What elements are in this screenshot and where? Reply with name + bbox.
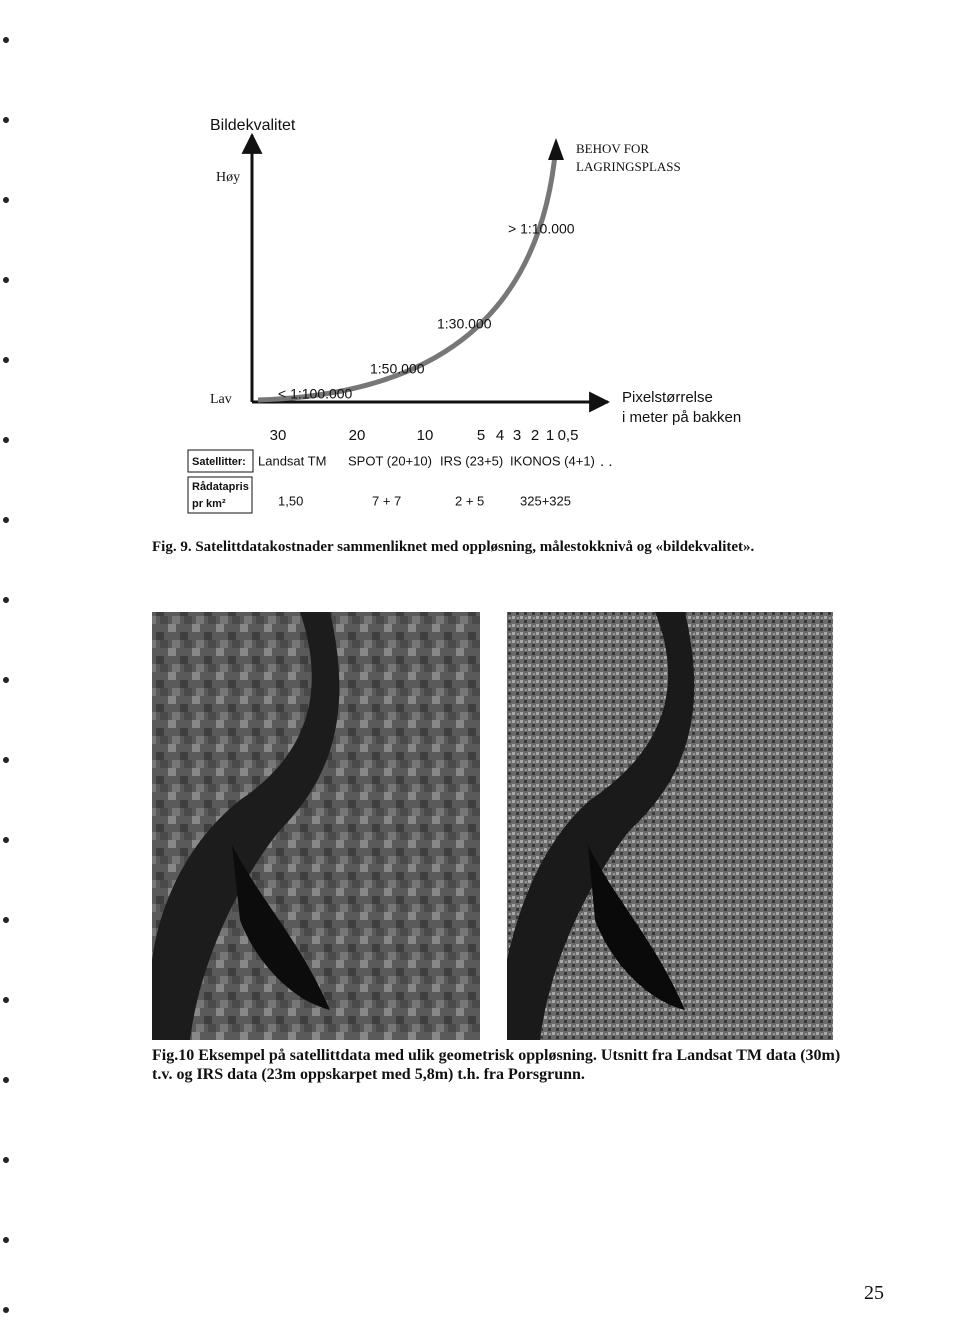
pixel-size: 30 (270, 427, 287, 444)
caption-9-number: Fig. 9. (152, 539, 192, 555)
price-label: Rådatapris (192, 481, 249, 493)
y-low: Lav (210, 392, 232, 407)
scale-label: 1:50.000 (370, 361, 425, 377)
price: 2 + 5 (455, 493, 484, 508)
satellites-box (187, 449, 254, 473)
y-axis-title: Bildekvalitet (210, 117, 296, 134)
x-axis-title: Pixelstørrelse (622, 389, 713, 406)
caption-10: Fig.10 Eksempel på satellittdata med uli… (152, 1047, 841, 1083)
satellite: SPOT (20+10) (348, 453, 432, 468)
curve (257, 144, 559, 403)
scale-label: 1:30.000 (437, 316, 492, 332)
satellite: IKONOS (4+1) (510, 453, 595, 468)
price: 7 + 7 (372, 493, 401, 508)
hole-marks (3, 37, 9, 1313)
satellites-label: Satellitter: (192, 456, 246, 468)
image-right (507, 612, 833, 1040)
scale-label: < 1:100.000 (278, 386, 353, 402)
satellites-more: . . (600, 453, 613, 470)
curve-label: LAGRINGSPLASS (576, 159, 681, 174)
pixel-size: 20 (349, 427, 366, 444)
price-box (187, 476, 253, 514)
pixel-size: 3 (513, 427, 521, 444)
caption-9: Fig. 9. Satelittdatakostnader sammenlikn… (152, 538, 912, 557)
satellite: Landsat TM (258, 453, 326, 468)
price: 325+325 (520, 493, 571, 508)
image-left (152, 612, 480, 1040)
curve-arrow (548, 138, 564, 160)
caption-9-text: Satelittdatakostnader sammenliknet med o… (195, 539, 755, 555)
x-axis-title: i meter på bakken (622, 409, 741, 426)
pixel-size: 10 (417, 427, 434, 444)
pixel-size: 4 (496, 427, 504, 444)
pixel-size: 2 (531, 427, 539, 444)
price-label: pr km² (192, 498, 226, 510)
satellite: IRS (23+5) (440, 453, 503, 468)
scale-label: > 1:10.000 (508, 221, 575, 237)
price: 1,50 (278, 493, 303, 508)
page-number: 25 (864, 1282, 884, 1304)
pixel-size: 0,5 (558, 427, 579, 444)
pixel-size: 1 (546, 427, 554, 444)
y-high: Høy (216, 170, 240, 185)
curve-label: BEHOV FOR (576, 141, 649, 156)
pixel-size: 5 (477, 427, 485, 444)
